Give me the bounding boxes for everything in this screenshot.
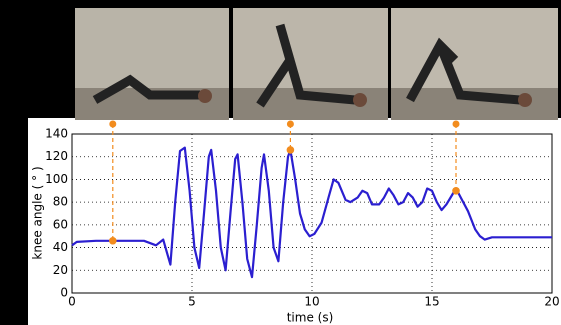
data-line (71, 146, 552, 279)
marker (109, 236, 117, 245)
photo (75, 8, 229, 120)
chart-panel (28, 118, 561, 325)
y-tick-label: 20 (53, 263, 68, 277)
y-tick-label: 0 (60, 286, 68, 300)
y-tick-label: 120 (45, 149, 68, 163)
y-tick-label: 60 (53, 217, 68, 231)
y-tick-label: 40 (53, 240, 68, 254)
y-tick-label: 100 (45, 172, 68, 186)
x-axis-label: time (s) (287, 311, 334, 325)
connector-dot (109, 120, 117, 128)
x-tick-label: 5 (188, 295, 196, 309)
marker (452, 186, 460, 195)
x-tick-label: 15 (424, 295, 439, 309)
connector-dot (286, 120, 294, 128)
y-tick-label: 140 (45, 127, 68, 141)
marker (286, 146, 295, 154)
connector-dot (452, 120, 460, 128)
x-tick-label: 20 (544, 295, 559, 309)
photo (233, 8, 388, 120)
photo (391, 8, 558, 120)
x-tick-label: 10 (304, 295, 319, 309)
x-tick-label: 0 (68, 295, 76, 309)
y-axis-label: knee angle ( ° ) (31, 166, 45, 259)
y-tick-label: 80 (53, 195, 68, 209)
